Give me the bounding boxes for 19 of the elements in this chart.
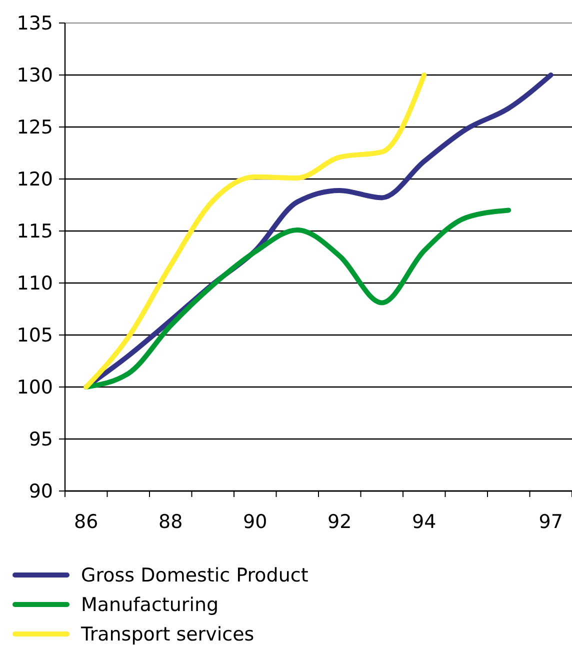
- x-tick-label: 86: [74, 511, 98, 533]
- y-tick-label: 135: [16, 12, 53, 35]
- x-tick-label: 90: [243, 511, 268, 533]
- y-tick-label: 100: [16, 376, 53, 399]
- y-tick-label: 120: [16, 168, 53, 191]
- y-tick-label: 90: [28, 480, 53, 503]
- y-tick-label: 130: [16, 64, 53, 87]
- x-tick-label: 97: [538, 511, 563, 533]
- x-tick-label: 92: [328, 511, 352, 533]
- x-tick-label: 94: [412, 511, 436, 533]
- y-tick-label: 110: [16, 272, 53, 295]
- x-tick-label: 88: [158, 511, 183, 533]
- y-tick-label: 115: [16, 220, 53, 243]
- legend-label: Transport services: [80, 624, 254, 645]
- legend-label: Gross Domestic Product: [81, 564, 308, 587]
- y-tick-label: 95: [28, 428, 53, 451]
- y-tick-label: 125: [16, 116, 53, 139]
- y-tick-label: 105: [16, 324, 53, 347]
- legend-label: Manufacturing: [81, 594, 219, 616]
